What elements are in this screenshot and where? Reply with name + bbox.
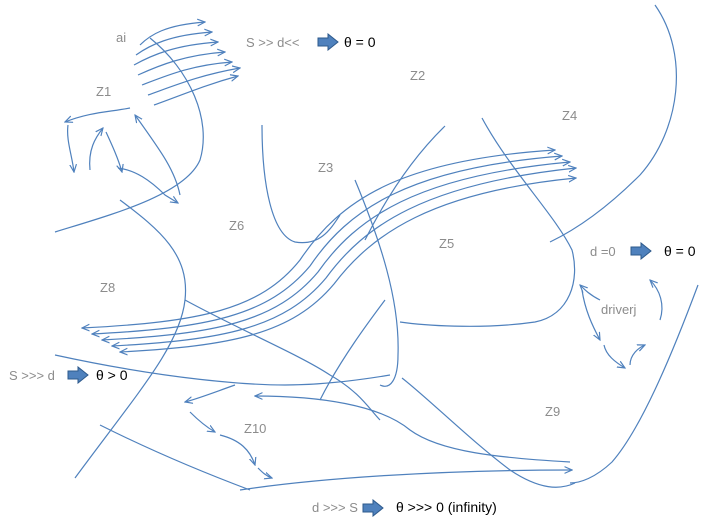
boundary-curve-z8-z10 — [184, 299, 381, 421]
block-right-arrow-icon — [630, 242, 652, 260]
ai-flow-bundle — [133, 22, 240, 106]
block-right-arrow-icon — [67, 366, 89, 384]
zone-label-z5: Z5 — [439, 236, 455, 251]
zone-label-z8: Z8 — [100, 280, 116, 295]
z10-flow-arrows — [185, 384, 572, 491]
driverj-flow-arrows — [580, 280, 663, 368]
zone-label-z9: Z9 — [545, 404, 561, 419]
condition-left-text: S >>> d — [9, 368, 55, 383]
zone-label-z10: Z10 — [244, 421, 267, 436]
block-right-arrow-icon — [362, 499, 384, 517]
boundary-curve-left-mid — [99, 424, 251, 491]
boundary-curve-z8 — [74, 199, 187, 479]
condition-left-text: S >> d<< — [246, 35, 300, 50]
condition-right-text: θ = 0 — [344, 34, 376, 50]
zone-label-z6: Z6 — [229, 218, 245, 233]
zone-label-z1: Z1 — [96, 84, 112, 99]
boundary-curve-z9 — [401, 377, 576, 488]
condition-right-text: θ >>> 0 (infinity) — [396, 499, 497, 515]
zone-label-z4: Z4 — [562, 108, 578, 123]
central-flow-bundle — [82, 150, 576, 352]
block-right-arrow-icon — [317, 33, 339, 51]
boundary-curve-right-tall — [549, 4, 677, 243]
driverj-label: driverj — [601, 302, 637, 317]
ai-label: ai — [116, 30, 127, 45]
boundary-curve-bottom-left — [54, 354, 391, 386]
condition-left-text: d >>> S — [312, 500, 358, 515]
zone-label-z2: Z2 — [410, 68, 426, 83]
boundary-curve-bottom-right — [569, 284, 699, 484]
boundary-curve-center-left — [319, 299, 386, 401]
condition-right-text: θ = 0 — [664, 243, 696, 259]
condition-left-text: d =0 — [590, 244, 616, 259]
condition-right-text: θ > 0 — [96, 367, 128, 383]
z1-flow-arrows — [65, 107, 181, 203]
boundary-curve-z4-z5 — [399, 117, 576, 327]
zone-label-z3: Z3 — [318, 160, 334, 175]
boundary-curve-central — [354, 179, 399, 387]
boundary-curve-top-left — [54, 37, 204, 233]
